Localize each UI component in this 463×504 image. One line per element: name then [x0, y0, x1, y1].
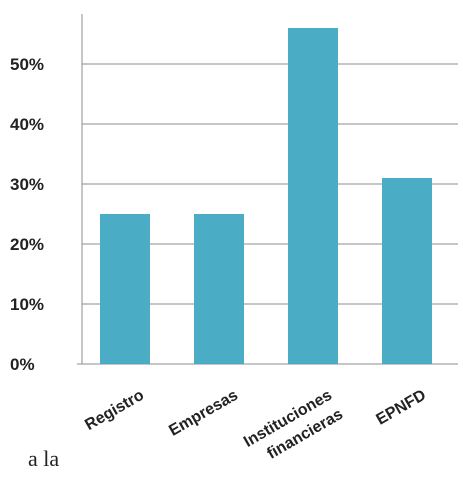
y-tick-label-1: 10%: [10, 295, 44, 314]
axes: [77, 14, 458, 365]
bar-1: [194, 214, 244, 364]
bar-3: [382, 178, 432, 364]
x-tick-label-1: Empresas: [166, 387, 241, 440]
y-tick-labels: 0% 10% 20% 30% 40% 50%: [10, 55, 44, 374]
bar-0: [100, 214, 150, 364]
y-tick-label-4: 40%: [10, 115, 44, 134]
y-tick-label-2: 20%: [10, 235, 44, 254]
x-tick-label-line: EPNFD: [374, 387, 429, 429]
x-tick-label-line: Registro: [82, 387, 147, 434]
x-tick-label-3: EPNFD: [374, 387, 429, 429]
x-tick-labels: Registro Empresas Institucionesfinancieras…: [82, 387, 429, 463]
y-tick-label-3: 30%: [10, 175, 44, 194]
y-tick-label-5: 50%: [10, 55, 44, 74]
x-tick-label-0: Registro: [82, 387, 147, 434]
y-tick-label-0: 0%: [10, 355, 35, 374]
bars: [100, 28, 432, 364]
bar-2: [288, 28, 338, 364]
left-text-fragment: a la: [28, 446, 60, 471]
x-tick-label-line: Empresas: [166, 387, 241, 440]
